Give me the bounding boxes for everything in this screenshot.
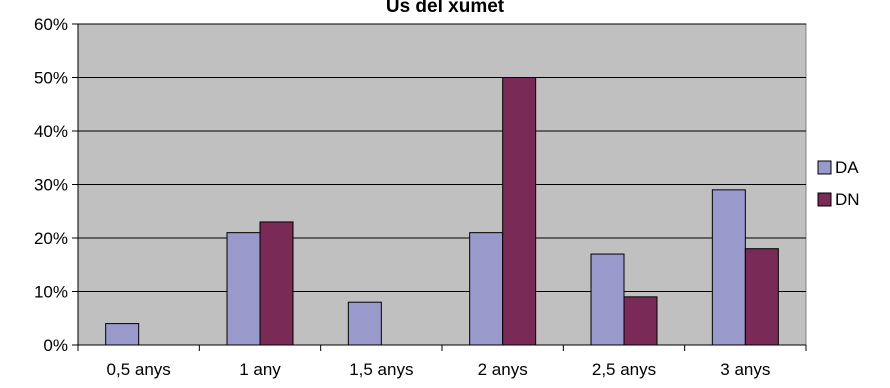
x-tick-label: 2 anys — [478, 360, 528, 379]
x-tick-label: 3 anys — [720, 360, 770, 379]
bar-dn-5 — [744, 248, 779, 346]
bar-da-0 — [105, 323, 140, 346]
bar-dn-1 — [259, 221, 294, 346]
y-tick-label: 10% — [34, 283, 68, 302]
x-tick-label: 1,5 anys — [349, 360, 413, 379]
legend-label-da: DA — [835, 158, 859, 177]
y-tick-label: 0% — [43, 336, 68, 355]
legend: DA DN — [817, 158, 860, 209]
bar-da-5 — [711, 189, 746, 346]
y-tick-label: 60% — [34, 15, 68, 34]
bars — [105, 77, 779, 346]
bar-da-1 — [226, 232, 261, 346]
legend-label-dn: DN — [835, 190, 860, 209]
y-tick-label: 30% — [34, 176, 68, 195]
x-tick-label: 2,5 anys — [592, 360, 656, 379]
bar-da-4 — [590, 253, 625, 346]
legend-swatch-da — [817, 160, 832, 175]
y-tick-label: 20% — [34, 229, 68, 248]
y-tick-label: 40% — [34, 122, 68, 141]
x-tick-label: 1 any — [239, 360, 281, 379]
y-tick-label: 50% — [34, 69, 68, 88]
bar-dn-3 — [502, 77, 537, 346]
x-axis-ticks: 0,5 anys 1 any 1,5 anys 2 anys 2,5 anys 3 any… — [77, 345, 807, 379]
x-tick-label: 0,5 anys — [107, 360, 171, 379]
bar-dn-4 — [623, 296, 658, 346]
legend-swatch-dn — [817, 192, 832, 207]
bar-da-3 — [469, 232, 504, 346]
gridlines — [78, 23, 806, 292]
y-axis-ticks: 0% 10% 20% 30% 40% 50% 60% — [34, 15, 78, 355]
chart-title: Ús del xumet — [386, 0, 505, 17]
bar-da-2 — [347, 301, 382, 346]
